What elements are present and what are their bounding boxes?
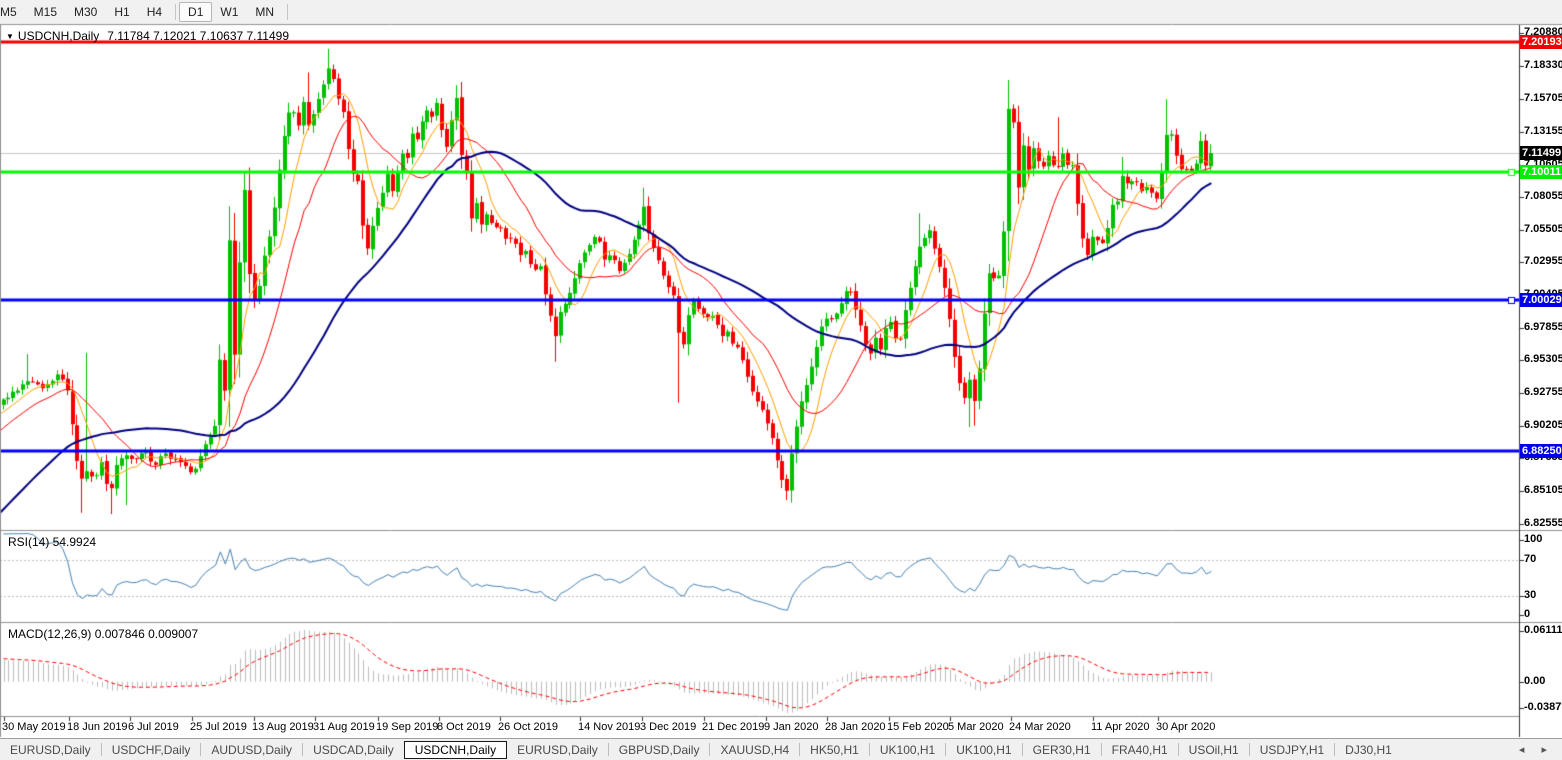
- price-scale-tick: 7.05505: [1524, 222, 1562, 235]
- date-label: 28 Jan 2020: [825, 721, 886, 733]
- date-label: 13 Aug 2019: [252, 721, 314, 733]
- chart-tab-usdchf-daily[interactable]: USDCHF,Daily: [111, 742, 191, 757]
- tab-separator: [945, 743, 947, 756]
- tab-separator: [1100, 743, 1102, 756]
- price-scale-tick: 7.13155: [1524, 124, 1562, 137]
- rsi-label: RSI(14) 54.9924: [8, 535, 97, 549]
- date-label: 31 Aug 2019: [313, 721, 375, 733]
- date-label: 24 Mar 2020: [1009, 721, 1071, 733]
- date-label: 5 Mar 2020: [948, 721, 1004, 733]
- tab-separator: [709, 743, 711, 756]
- chart-tab-hk50-h1[interactable]: HK50,H1: [810, 742, 859, 757]
- price-level-label: 7.10011: [1520, 165, 1562, 180]
- chart-tab-uk100-h1[interactable]: UK100,H1: [956, 742, 1012, 757]
- date-label: 18 Jun 2019: [67, 721, 128, 733]
- price-scale-tick: 6.97855: [1524, 320, 1562, 333]
- tab-separator: [868, 743, 870, 756]
- chart-tab-usdcnh-daily[interactable]: USDCNH,Daily: [403, 740, 508, 759]
- chart-tab-dj30-h1[interactable]: DJ30,H1: [1345, 742, 1392, 757]
- date-label: 3 Dec 2019: [640, 721, 697, 733]
- date-label: 9 Jan 2020: [764, 721, 819, 733]
- price-level-label: 7.00029: [1520, 292, 1562, 307]
- price-scale-tick: 6.82555: [1524, 516, 1562, 529]
- date-label: 14 Nov 2019: [578, 721, 641, 733]
- price-scale-tick: 7.15705: [1524, 92, 1562, 105]
- chart-tab-eurusd-daily[interactable]: EURUSD,Daily: [517, 742, 598, 757]
- price-scale-tick: 6.95305: [1524, 353, 1562, 366]
- chart-tabs-bar: EURUSD,Daily USDCHF,Daily AUDUSD,Daily USDC…: [0, 738, 1562, 760]
- ohlc-values: 7.11784 7.12021 7.10637 7.11499: [107, 29, 289, 43]
- date-label: 21 Dec 2019: [702, 721, 765, 733]
- tab-separator: [1021, 743, 1023, 756]
- chart-tab-xauusd-h4[interactable]: XAUUSD,H4: [720, 742, 790, 757]
- price-level-label: 7.11499: [1520, 146, 1562, 161]
- macd-scale-tick: -0.038777: [1524, 701, 1562, 713]
- rsi-scale-tick: 100: [1524, 533, 1543, 545]
- tab-separator: [799, 743, 801, 756]
- rsi-scale-tick: 30: [1524, 588, 1537, 601]
- chart-tab-usdcad-daily[interactable]: USDCAD,Daily: [313, 742, 394, 757]
- date-label: 26 Oct 2019: [498, 721, 558, 733]
- price-scale-tick: 6.85105: [1524, 483, 1562, 496]
- price-level-label: 7.20193: [1520, 34, 1562, 49]
- macd-scale-tick: 0.061119: [1524, 624, 1562, 636]
- price-level-label: 6.88250: [1520, 443, 1562, 458]
- symbol-label: USDCNH,Daily: [17, 29, 100, 43]
- price-scale-tick: 6.90205: [1524, 418, 1562, 431]
- date-label: 8 Oct 2019: [437, 721, 491, 733]
- macd-label: MACD(12,26,9) 0.007846 0.009007: [8, 627, 199, 641]
- chart-tab-uk100-h1[interactable]: UK100,H1: [879, 742, 936, 757]
- price-scale-tick: 7.02955: [1524, 255, 1562, 268]
- collapse-triangle-icon[interactable]: ▼: [6, 32, 14, 41]
- chart-tab-eurusd-daily[interactable]: EURUSD,Daily: [10, 742, 91, 757]
- chart-tab-usoil-h1[interactable]: USOil,H1: [1188, 742, 1239, 757]
- tab-separator: [100, 743, 102, 756]
- date-label: 25 Jul 2019: [190, 721, 247, 733]
- tab-separator: [200, 743, 202, 756]
- date-label: 19 Sep 2019: [376, 721, 439, 733]
- tab-separator: [1177, 743, 1179, 756]
- chart-tab-audusd-daily[interactable]: AUDUSD,Daily: [211, 742, 293, 757]
- tab-separator: [607, 743, 609, 756]
- date-label: 30 Apr 2020: [1156, 721, 1216, 733]
- rsi-scale-tick: 0: [1524, 608, 1531, 620]
- price-scale-tick: 6.92755: [1524, 386, 1562, 398]
- chart-symbol-header: ▼ USDCNH,Daily 7.11784 7.12021 7.10637 7.1…: [6, 29, 289, 43]
- chart-tab-usdjpy-h1[interactable]: USDJPY,H1: [1259, 742, 1325, 757]
- date-label: 11 Apr 2020: [1091, 721, 1150, 733]
- chart-tab-fra40-h1[interactable]: FRA40,H1: [1111, 742, 1168, 757]
- tab-separator: [1334, 743, 1336, 756]
- macd-scale-tick: 0.00: [1524, 674, 1546, 687]
- tab-separator: [302, 743, 304, 756]
- chart-tab-ger30-h1[interactable]: GER30,H1: [1032, 742, 1091, 757]
- date-label: 15 Feb 2020: [887, 721, 949, 733]
- chart-tab-gbpusd-daily[interactable]: GBPUSD,Daily: [618, 742, 700, 757]
- date-label: 6 Jul 2019: [128, 721, 179, 733]
- tab-separator: [1248, 743, 1250, 756]
- tab-scroll-arrows[interactable]: ◂ ▸: [1518, 744, 1554, 756]
- price-scale-tick: 7.08055: [1524, 190, 1562, 203]
- price-scale-tick: 7.18330: [1524, 58, 1562, 71]
- date-label: 30 May 2019: [2, 721, 66, 733]
- rsi-scale-tick: 70: [1524, 552, 1537, 565]
